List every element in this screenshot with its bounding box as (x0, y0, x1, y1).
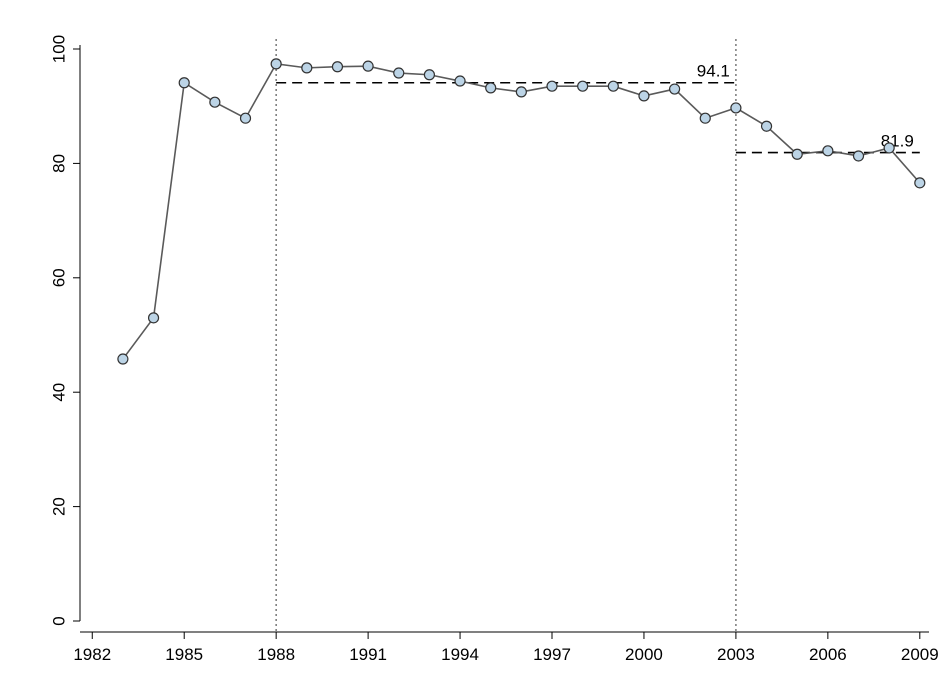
x-tick-label: 1982 (73, 645, 111, 664)
y-tick-label: 20 (49, 497, 68, 516)
data-point (914, 177, 926, 189)
x-tick-label: 2003 (717, 645, 755, 664)
data-point (638, 90, 650, 102)
x-tick-label: 2006 (809, 645, 847, 664)
data-point (515, 86, 527, 98)
data-point (607, 80, 619, 92)
data-line (122, 63, 921, 360)
data-point (485, 82, 497, 94)
data-point (423, 69, 436, 81)
data-point (301, 62, 313, 74)
y-tick-label: 0 (49, 616, 68, 625)
data-point (178, 77, 190, 89)
data-point (822, 145, 834, 157)
y-tick-label: 100 (49, 35, 68, 63)
data-point (209, 96, 221, 108)
data-point (760, 120, 773, 132)
y-tick-label: 60 (49, 268, 68, 287)
data-point (669, 83, 681, 95)
y-tick-label: 40 (49, 383, 68, 402)
x-tick-label: 1997 (533, 645, 571, 664)
data-point (454, 75, 466, 87)
y-tick-label: 80 (49, 154, 68, 173)
data-point (270, 58, 282, 70)
data-point (577, 80, 589, 92)
data-point (331, 61, 344, 73)
data-point (699, 112, 711, 124)
data-point (546, 80, 558, 92)
mean-label: 94.1 (697, 62, 730, 81)
data-point (791, 148, 803, 160)
data-point (883, 142, 895, 154)
data-point (730, 102, 742, 114)
x-tick-label: 1994 (441, 645, 479, 664)
data-point (393, 67, 405, 79)
data-point (362, 60, 374, 72)
x-tick-label: 2000 (625, 645, 663, 664)
x-tick-label: 1985 (165, 645, 203, 664)
data-point (239, 112, 252, 124)
x-tick-label: 1988 (257, 645, 295, 664)
data-point (117, 353, 129, 365)
x-tick-label: 2009 (901, 645, 939, 664)
data-point (852, 150, 865, 162)
x-tick-label: 1991 (349, 645, 387, 664)
data-point (147, 312, 160, 324)
